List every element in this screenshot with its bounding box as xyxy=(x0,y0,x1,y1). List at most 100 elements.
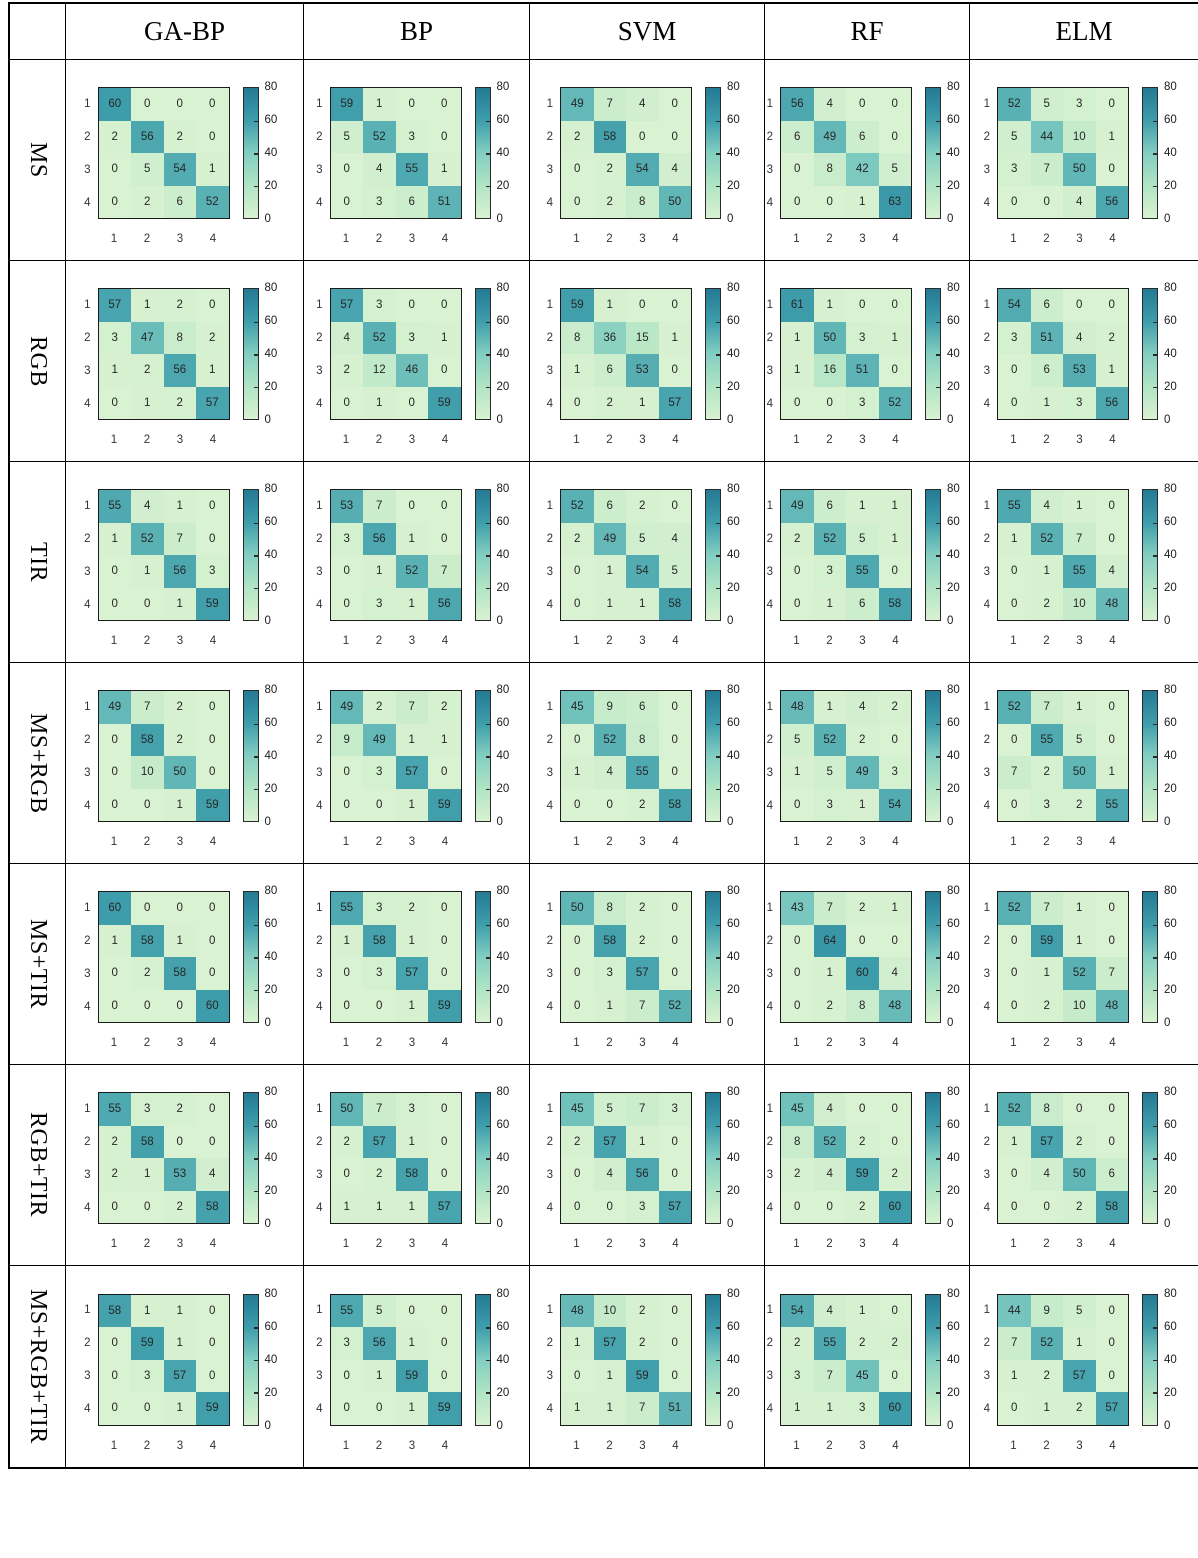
y-tick-label: 2 xyxy=(316,532,323,545)
corner-cell xyxy=(10,4,66,60)
colorbar: 80 60 40 20 0 xyxy=(692,81,752,225)
matrix-cell: 8 xyxy=(593,892,626,925)
matrix-cell: 4 xyxy=(1095,555,1128,588)
x-tick-label: 4 xyxy=(1109,635,1116,647)
matrix-cell: 0 xyxy=(781,386,814,419)
matrix-cell: 2 xyxy=(131,957,164,990)
colorbar-tick xyxy=(485,153,490,155)
colorbar-tick-label: 60 xyxy=(947,1119,960,1131)
y-tick-label: 2 xyxy=(766,130,773,143)
matrix-cell: 2 xyxy=(593,185,626,218)
x-tick-label: 2 xyxy=(143,1037,151,1049)
matrix-cell: 47 xyxy=(131,321,164,354)
matrix-cell: 4 xyxy=(1063,185,1096,218)
colorbar-tick xyxy=(1153,1327,1157,1329)
x-tick-label: 1 xyxy=(110,836,118,848)
colorbar-tick-label: 40 xyxy=(496,147,510,159)
matrix-cell: 3 xyxy=(846,1392,879,1425)
matrix-cell: 59 xyxy=(428,1392,461,1425)
colorbar-tick xyxy=(716,185,720,187)
x-tick-label: 2 xyxy=(606,635,613,647)
matrix-cell: 58 xyxy=(593,120,626,153)
matrix-cell: 6 xyxy=(395,185,428,218)
colorbar-gradient xyxy=(705,87,721,219)
matrix-cell: 0 xyxy=(846,924,879,957)
y-tick-label: 2 xyxy=(84,1135,91,1148)
y-tick-label: 1 xyxy=(983,298,990,311)
matrix-cell: 0 xyxy=(330,756,363,789)
y-tick-label: 4 xyxy=(766,1000,773,1013)
colorbar-tick-label: 60 xyxy=(727,315,740,327)
x-tick-label: 1 xyxy=(110,233,118,245)
matrix-cell: 1 xyxy=(846,1294,879,1327)
colorbar-gradient xyxy=(1142,891,1158,1023)
x-tick-label: 3 xyxy=(408,1439,416,1452)
colorbar-tick-label: 60 xyxy=(727,918,740,930)
matrix-cell: 0 xyxy=(428,892,461,925)
matrix-cell: 0 xyxy=(658,723,691,756)
colorbar-gradient xyxy=(925,891,941,1023)
y-tick-label: 4 xyxy=(316,598,323,611)
colorbar-gradient xyxy=(242,489,259,621)
colorbar-tick xyxy=(485,1359,490,1361)
matrix-cell: 0 xyxy=(781,924,814,957)
matrix-cell: 0 xyxy=(561,723,594,756)
colorbar-gradient xyxy=(242,1293,259,1426)
y-axis-ticks: 1 2 3 4 xyxy=(765,1294,780,1426)
colorbar-tick-label: 0 xyxy=(264,1218,271,1230)
matrix-cell: 52 xyxy=(998,1093,1031,1126)
matrix-cell: 56 xyxy=(1095,185,1128,218)
confusion-matrix-plot: 1 2 3 4 48 1 4 2 5 52 2 0 1 5 49 3 0 3 1 54 80 60 40 20 0 1 2 3 4 xyxy=(765,684,969,848)
x-tick-label: 1 xyxy=(793,635,800,647)
colorbar-tick-label: 20 xyxy=(1164,180,1177,192)
matrix-cell: 55 xyxy=(626,756,659,789)
matrix-cell: 1 xyxy=(1095,354,1128,387)
colorbar-tick-label: 60 xyxy=(1164,918,1177,930)
row-header-rgb: RGB xyxy=(10,261,66,462)
colorbar-tick-label: 0 xyxy=(1164,213,1171,225)
x-axis-ticks: 1 2 3 4 xyxy=(997,1426,1129,1452)
y-axis-ticks: 1 2 3 4 xyxy=(979,288,997,420)
matrix-cell: 4 xyxy=(1030,1158,1063,1191)
matrix-cell: 0 xyxy=(878,1125,911,1158)
colorbar-tick-label: 20 xyxy=(727,783,740,795)
colorbar: 80 60 40 20 0 xyxy=(1129,282,1189,426)
colorbar-tick-label: 60 xyxy=(264,1119,278,1131)
x-tick-label: 3 xyxy=(639,1238,646,1250)
matrix-cell: 59 xyxy=(428,989,461,1022)
y-axis-ticks: 1 2 3 4 xyxy=(542,288,560,420)
colorbar-tick-label: 60 xyxy=(727,516,740,528)
matrix-cell: 0 xyxy=(561,153,594,186)
colorbar-tick-label: 80 xyxy=(727,885,740,897)
matrix-cell: 1 xyxy=(878,321,911,354)
x-axis-ticks: 1 2 3 4 xyxy=(330,822,462,848)
x-tick-label: 2 xyxy=(375,836,383,848)
colorbar-tick xyxy=(485,1125,490,1127)
colorbar-tick-label: 0 xyxy=(496,1419,503,1432)
matrix-cell: 2 xyxy=(626,892,659,925)
colorbar-tick-label: 80 xyxy=(727,282,740,294)
x-tick-label: 4 xyxy=(1109,1037,1116,1049)
matrix-cell: 57 xyxy=(593,1125,626,1158)
matrix-cell: 50 xyxy=(163,756,196,789)
matrix-cell: 3 xyxy=(363,587,396,620)
matrix-cell: 1 xyxy=(1063,924,1096,957)
y-axis-ticks: 1 2 3 4 xyxy=(312,288,330,420)
y-tick-label: 3 xyxy=(316,766,323,779)
colorbar-tick-label: 60 xyxy=(264,114,278,126)
y-tick-label: 1 xyxy=(766,901,773,914)
colorbar-tick xyxy=(485,120,490,122)
matrix-cell: 0 xyxy=(1095,1327,1128,1360)
matrix-cell: 1 xyxy=(395,1392,428,1425)
matrix-cell: 52 xyxy=(131,522,164,555)
matrix-cell: 0 xyxy=(561,1190,594,1223)
x-tick-label: 3 xyxy=(176,233,184,245)
x-tick-label: 3 xyxy=(859,635,866,647)
colorbar-tick-label: 0 xyxy=(1164,1218,1171,1230)
x-tick-label: 2 xyxy=(826,1037,833,1049)
x-tick-label: 4 xyxy=(672,1037,679,1049)
matrix-cell: 2 xyxy=(781,1327,814,1360)
colorbar-tick-label: 20 xyxy=(496,381,510,393)
y-axis-ticks: 1 2 3 4 xyxy=(312,891,330,1023)
x-tick-label: 3 xyxy=(639,1037,646,1049)
